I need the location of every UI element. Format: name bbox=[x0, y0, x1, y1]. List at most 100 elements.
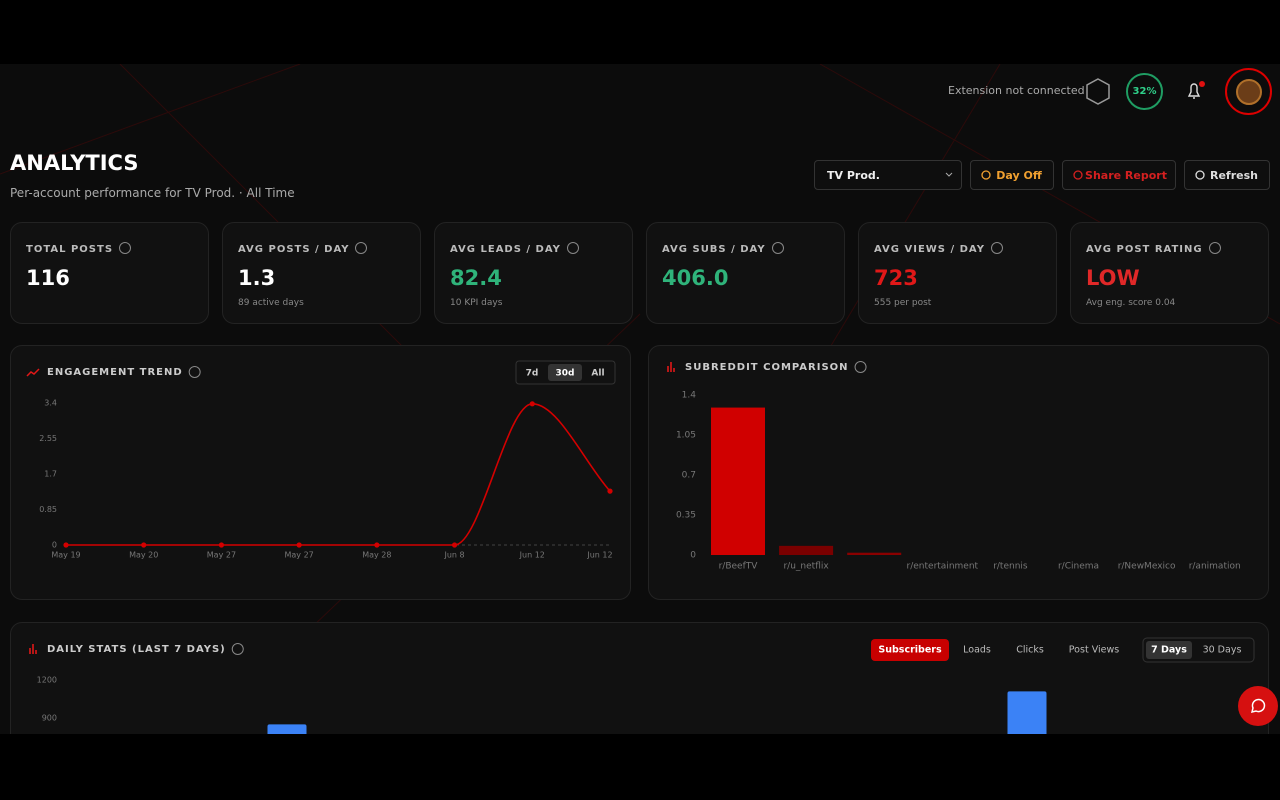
y-tick-label: 3.4 bbox=[44, 399, 57, 408]
kpi-value: LOW bbox=[1086, 266, 1140, 290]
trend-point bbox=[63, 542, 69, 548]
x-tick-label: Jun 12 bbox=[519, 551, 545, 560]
account-name: TV Prod. bbox=[827, 168, 880, 182]
metric-tab[interactable]: Loads bbox=[963, 645, 991, 656]
info-icon[interactable] bbox=[119, 242, 132, 254]
period-group bbox=[1142, 637, 1255, 663]
trend-point bbox=[374, 542, 380, 548]
chart-title: ENGAGEMENT TREND bbox=[47, 367, 183, 378]
extension-status: Extension not connected bbox=[948, 84, 1085, 97]
x-tick-label: May 27 bbox=[285, 551, 314, 560]
x-tick-label: Jun 8 bbox=[444, 551, 465, 560]
metric-tab[interactable]: Clicks bbox=[1016, 645, 1044, 656]
info-icon[interactable] bbox=[1208, 242, 1221, 254]
kpi-card: AVG POSTS / DAY 1.3 89 active days bbox=[222, 222, 421, 324]
range-group bbox=[515, 360, 616, 385]
bar bbox=[779, 545, 834, 555]
kpi-label: AVG LEADS / DAY bbox=[450, 242, 579, 255]
trend-point bbox=[296, 542, 302, 548]
bar bbox=[711, 407, 765, 555]
info-icon[interactable] bbox=[854, 361, 867, 373]
x-tick-label: May 28 bbox=[362, 551, 391, 560]
avatar-image bbox=[1235, 78, 1262, 105]
toolbar-button[interactable]: Day Off bbox=[970, 160, 1054, 190]
bar bbox=[847, 552, 902, 555]
chart-title: SUBREDDIT COMPARISON bbox=[685, 362, 849, 373]
range-active bbox=[548, 364, 582, 381]
x-tick-label: r/animation bbox=[1189, 562, 1241, 572]
page-title: ANALYTICS bbox=[10, 151, 139, 175]
kpi-label-text: AVG VIEWS / DAY bbox=[874, 244, 985, 255]
x-tick-label: r/u_netflix bbox=[783, 562, 829, 572]
kpi-label-text: AVG POST RATING bbox=[1086, 244, 1203, 255]
chart-card bbox=[10, 345, 631, 600]
chart-layer: ENGAGEMENT TREND 7d 30d All3.42.551.70.850M… bbox=[26, 78, 1278, 734]
trend-point bbox=[451, 542, 458, 548]
metric-tab[interactable]: Subscribers bbox=[878, 645, 942, 656]
button-icon bbox=[1073, 170, 1083, 180]
y-tick-label: 900 bbox=[42, 714, 57, 723]
chart-icon bbox=[667, 362, 675, 372]
trend-point bbox=[218, 542, 225, 548]
y-tick-label: 1.4 bbox=[682, 391, 697, 401]
trend-point bbox=[607, 488, 613, 494]
notification-dot bbox=[1199, 81, 1205, 87]
x-tick-label: r/Cinema bbox=[1058, 562, 1099, 572]
kpi-sub: 555 per post bbox=[874, 298, 932, 308]
x-tick-label: May 19 bbox=[51, 551, 80, 560]
y-tick-label: 0 bbox=[690, 551, 696, 561]
chart-icon bbox=[26, 368, 40, 377]
period-tab[interactable]: 7 Days bbox=[1151, 645, 1187, 656]
kpi-value: 406.0 bbox=[662, 266, 729, 290]
progress-ring: 32% bbox=[1126, 73, 1163, 110]
button-icon bbox=[1195, 170, 1205, 180]
x-tick-label: Jun 12 bbox=[586, 551, 612, 560]
kpi-sub: Avg eng. score 0.04 bbox=[1086, 298, 1176, 308]
x-tick-label: May 27 bbox=[207, 551, 236, 560]
x-tick-label: r/BeefTV bbox=[719, 562, 759, 572]
trend-point bbox=[141, 542, 147, 548]
info-icon[interactable] bbox=[231, 643, 244, 655]
info-icon[interactable] bbox=[188, 366, 201, 378]
trend-point bbox=[529, 401, 535, 407]
kpi-card: AVG VIEWS / DAY 723 555 per post bbox=[858, 222, 1057, 324]
metric-active bbox=[871, 639, 949, 661]
kpi-value: 1.3 bbox=[238, 266, 276, 290]
kpi-label: AVG VIEWS / DAY bbox=[874, 242, 1003, 255]
range-button[interactable]: 30d bbox=[556, 369, 575, 379]
chart-icon bbox=[29, 644, 37, 654]
chart-title: DAILY STATS (LAST 7 DAYS) bbox=[47, 644, 226, 655]
kpi-label-text: AVG LEADS / DAY bbox=[450, 244, 561, 255]
bell-icon[interactable] bbox=[1187, 83, 1201, 99]
y-tick-label: 1.05 bbox=[676, 431, 696, 441]
kpi-value: 82.4 bbox=[450, 266, 502, 290]
range-button[interactable]: All bbox=[591, 369, 604, 379]
chat-button[interactable] bbox=[1238, 686, 1278, 726]
account-select[interactable]: TV Prod. bbox=[814, 160, 962, 190]
kpi-sub: 89 active days bbox=[238, 298, 304, 308]
trend-line bbox=[65, 403, 611, 546]
chart-card bbox=[10, 622, 1269, 734]
period-tab[interactable]: 30 Days bbox=[1203, 645, 1242, 656]
period-active bbox=[1146, 641, 1192, 659]
kpi-label: AVG POSTS / DAY bbox=[238, 242, 368, 255]
page-subtitle: Per-account performance for TV Prod. · A… bbox=[10, 186, 295, 200]
avatar[interactable] bbox=[1225, 68, 1272, 115]
y-tick-label: 0.85 bbox=[39, 505, 57, 514]
info-icon[interactable] bbox=[990, 242, 1003, 254]
toolbar-button[interactable]: Refresh bbox=[1184, 160, 1270, 190]
info-icon[interactable] bbox=[771, 242, 784, 254]
metric-tab[interactable]: Post Views bbox=[1069, 645, 1119, 656]
bar bbox=[1007, 691, 1047, 734]
kpi-value: 116 bbox=[26, 266, 70, 290]
kpi-label: AVG SUBS / DAY bbox=[662, 242, 784, 255]
info-icon[interactable] bbox=[566, 242, 579, 254]
chat-icon bbox=[1250, 698, 1266, 714]
y-tick-label: 2.55 bbox=[39, 434, 57, 443]
info-icon[interactable] bbox=[355, 242, 368, 254]
kpi-sub: 10 KPI days bbox=[450, 298, 503, 308]
toolbar-button[interactable]: Share Report bbox=[1062, 160, 1176, 190]
range-button[interactable]: 7d bbox=[526, 369, 539, 379]
chevron bbox=[945, 172, 953, 177]
y-tick-label: 0.7 bbox=[682, 471, 696, 481]
